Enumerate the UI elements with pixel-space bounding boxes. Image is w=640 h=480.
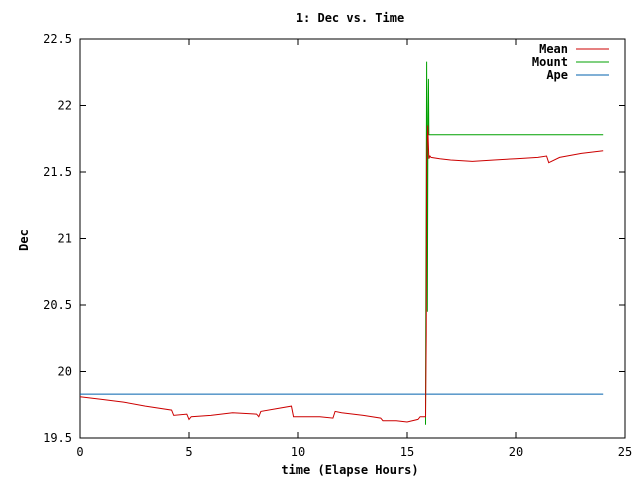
x-tick-label: 5 xyxy=(185,445,192,459)
x-tick-label: 20 xyxy=(509,445,523,459)
chart-title: 1: Dec vs. Time xyxy=(296,11,404,25)
y-tick-label: 22 xyxy=(58,99,72,113)
x-tick-label: 15 xyxy=(400,445,414,459)
x-tick-label: 0 xyxy=(76,445,83,459)
ticks-layer: 0 5 10 15 20 25 19.5 20 20.5 21 21.5 22 22.5 xyxy=(43,32,632,459)
series-layer xyxy=(79,61,604,425)
y-tick-label: 20.5 xyxy=(43,298,72,312)
y-axis-label: Dec xyxy=(17,229,31,251)
legend-label-ape: Ape xyxy=(546,68,568,82)
y-tick-label: 21.5 xyxy=(43,165,72,179)
legend-label-mean: Mean xyxy=(539,42,568,56)
plot-frame xyxy=(79,38,626,439)
y-tick-label: 22.5 xyxy=(43,32,72,46)
y-tick-label: 21 xyxy=(58,232,72,246)
series-line-mount xyxy=(425,61,604,425)
legend-label-mount: Mount xyxy=(532,55,568,69)
x-axis-label: time (Elapse Hours) xyxy=(281,463,418,477)
x-tick-label: 25 xyxy=(618,445,632,459)
y-tick-label: 20 xyxy=(58,365,72,379)
y-tick-label: 19.5 xyxy=(43,431,72,445)
series-line-mean xyxy=(79,125,604,423)
x-tick-label: 10 xyxy=(291,445,305,459)
